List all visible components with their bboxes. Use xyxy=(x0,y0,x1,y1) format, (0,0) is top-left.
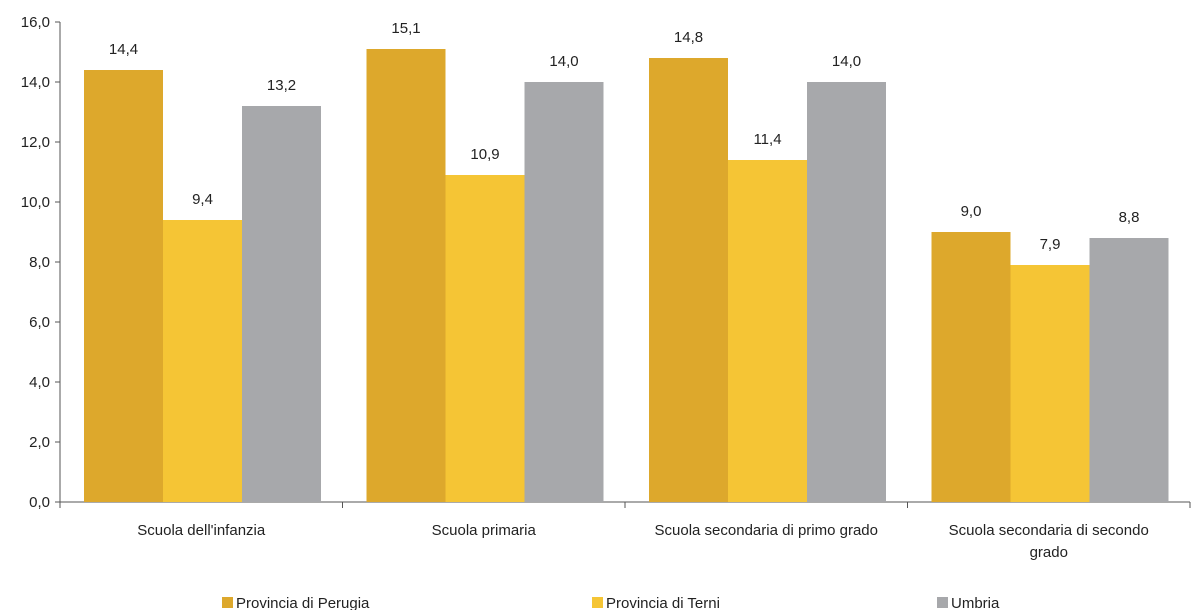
bar-provincia-di-perugia xyxy=(931,232,1011,502)
y-tick-label: 14,0 xyxy=(21,74,50,91)
bar-provincia-di-terni xyxy=(1010,265,1090,502)
data-label: 9,0 xyxy=(961,203,982,220)
legend-label: Provincia di Perugia xyxy=(236,595,370,610)
data-label: 15,1 xyxy=(391,20,420,37)
x-category-label: Scuola secondaria di secondo xyxy=(949,522,1149,539)
data-label: 14,8 xyxy=(674,29,703,46)
bar-provincia-di-terni xyxy=(445,175,525,502)
data-label: 13,2 xyxy=(267,77,296,94)
data-label: 11,4 xyxy=(753,131,781,148)
y-tick-label: 6,0 xyxy=(29,314,50,331)
data-label: 8,8 xyxy=(1119,209,1140,226)
data-label: 9,4 xyxy=(192,191,213,208)
y-tick-label: 4,0 xyxy=(29,374,50,391)
x-category-label: Scuola secondaria di primo grado xyxy=(655,522,878,539)
legend-swatch xyxy=(937,597,948,608)
legend-swatch xyxy=(222,597,233,608)
y-tick-label: 8,0 xyxy=(29,254,50,271)
y-tick-label: 0,0 xyxy=(29,494,50,511)
bar-umbria xyxy=(242,106,321,502)
bar-umbria xyxy=(807,82,886,502)
y-tick-label: 12,0 xyxy=(21,134,50,151)
bar-provincia-di-perugia xyxy=(84,70,163,502)
data-label: 14,0 xyxy=(832,53,861,70)
bar-umbria xyxy=(1089,238,1169,502)
x-category-label: Scuola dell'infanzia xyxy=(137,522,266,539)
data-label: 10,9 xyxy=(470,146,499,163)
legend-label: Umbria xyxy=(951,595,1000,610)
data-label: 14,0 xyxy=(549,53,578,70)
legend-swatch xyxy=(592,597,603,608)
y-tick-label: 2,0 xyxy=(29,434,50,451)
bar-umbria xyxy=(524,82,604,502)
y-tick-label: 16,0 xyxy=(21,14,50,31)
y-tick-label: 10,0 xyxy=(21,194,50,211)
legend-label: Provincia di Terni xyxy=(606,595,720,610)
bar-provincia-di-terni xyxy=(163,220,242,502)
data-label: 7,9 xyxy=(1040,236,1061,253)
bar-provincia-di-perugia xyxy=(366,49,446,502)
bar-provincia-di-perugia xyxy=(649,58,728,502)
bar-provincia-di-terni xyxy=(728,160,807,502)
x-category-label: grado xyxy=(1030,544,1068,561)
data-label: 14,4 xyxy=(109,41,138,58)
x-category-label: Scuola primaria xyxy=(432,522,537,539)
